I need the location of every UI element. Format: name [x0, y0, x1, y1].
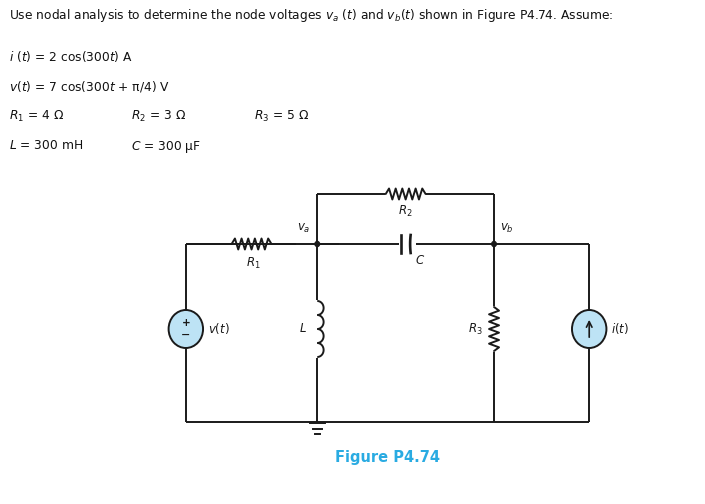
Text: +: + [181, 318, 190, 328]
Circle shape [572, 310, 606, 348]
Text: $R_3$: $R_3$ [467, 322, 482, 337]
Text: $C$ = 300 μF: $C$ = 300 μF [131, 139, 202, 155]
Text: $R_2$ = 3 Ω: $R_2$ = 3 Ω [131, 109, 187, 124]
Text: $i$ $(t)$ = 2 cos(300$t$) A: $i$ $(t)$ = 2 cos(300$t$) A [9, 49, 133, 64]
Text: $v(t)$ = 7 cos(300$t$ + π/4) V: $v(t)$ = 7 cos(300$t$ + π/4) V [9, 79, 171, 94]
Text: −: − [181, 330, 190, 340]
Text: $R_1$: $R_1$ [246, 256, 261, 271]
Text: $R_2$: $R_2$ [398, 204, 413, 219]
Text: $v(t)$: $v(t)$ [207, 322, 229, 337]
Text: $R_3$ = 5 Ω: $R_3$ = 5 Ω [254, 109, 309, 124]
Text: $v_a$: $v_a$ [298, 222, 311, 235]
Text: $L$ = 300 mH: $L$ = 300 mH [9, 139, 83, 152]
Circle shape [492, 241, 496, 246]
Text: $C$: $C$ [415, 254, 425, 267]
Text: Figure P4.74: Figure P4.74 [335, 450, 440, 465]
Circle shape [168, 310, 203, 348]
Circle shape [315, 241, 319, 246]
Text: $i(t)$: $i(t)$ [611, 322, 629, 337]
Text: $v_b$: $v_b$ [501, 222, 514, 235]
Text: $L$: $L$ [298, 323, 307, 336]
Text: Use nodal analysis to determine the node voltages $v_a$ $(t)$ and $v_b(t)$ shown: Use nodal analysis to determine the node… [9, 7, 613, 24]
Text: $R_1$ = 4 Ω: $R_1$ = 4 Ω [9, 109, 64, 124]
